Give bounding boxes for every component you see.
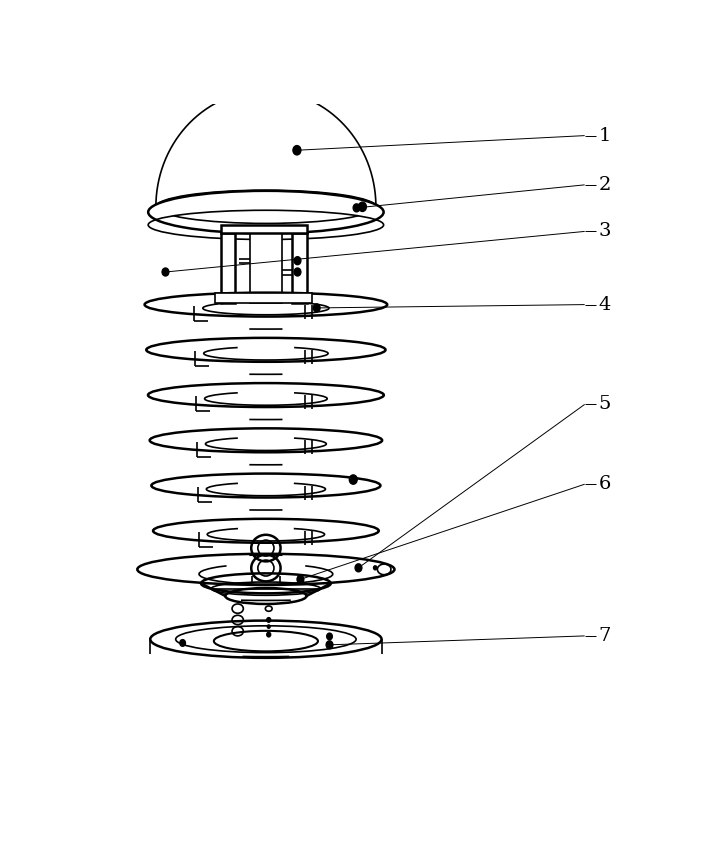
Circle shape: [313, 304, 320, 312]
Circle shape: [180, 639, 186, 646]
Polygon shape: [221, 233, 235, 303]
Circle shape: [266, 618, 271, 622]
Circle shape: [297, 575, 304, 583]
Circle shape: [298, 576, 304, 582]
Text: 5: 5: [598, 396, 611, 413]
Polygon shape: [138, 554, 395, 593]
Polygon shape: [153, 518, 379, 550]
Text: 7: 7: [598, 627, 611, 645]
Circle shape: [373, 566, 377, 570]
Circle shape: [267, 625, 270, 628]
Polygon shape: [156, 91, 376, 206]
Polygon shape: [293, 233, 306, 303]
Polygon shape: [145, 293, 387, 324]
Circle shape: [294, 268, 301, 276]
Polygon shape: [201, 583, 331, 596]
Polygon shape: [146, 338, 386, 370]
Text: 3: 3: [598, 222, 612, 240]
Polygon shape: [150, 429, 382, 460]
Text: 1: 1: [598, 127, 611, 144]
Circle shape: [293, 146, 301, 155]
Circle shape: [358, 202, 366, 212]
Circle shape: [349, 475, 357, 484]
Circle shape: [162, 268, 169, 276]
Circle shape: [353, 204, 360, 212]
Circle shape: [293, 146, 301, 155]
Circle shape: [326, 641, 333, 649]
Polygon shape: [151, 473, 381, 505]
Circle shape: [266, 632, 271, 637]
Text: 2: 2: [598, 176, 611, 194]
Polygon shape: [250, 233, 282, 303]
Polygon shape: [150, 620, 381, 654]
Circle shape: [327, 633, 333, 639]
Polygon shape: [221, 226, 306, 233]
Text: 6: 6: [598, 475, 611, 493]
Polygon shape: [149, 191, 384, 225]
Polygon shape: [148, 383, 384, 415]
Circle shape: [294, 257, 301, 264]
Circle shape: [355, 564, 362, 572]
Polygon shape: [215, 293, 312, 303]
Text: 4: 4: [598, 295, 611, 314]
